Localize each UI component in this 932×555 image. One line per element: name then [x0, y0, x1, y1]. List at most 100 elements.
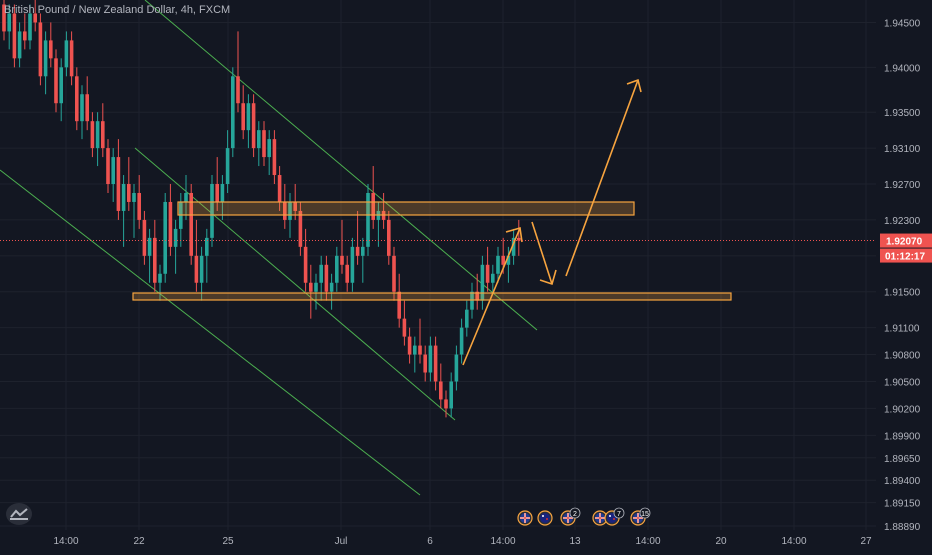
- time-axis[interactable]: 14:00 22 25 Jul 6 14:00 13 14:00 20 14:00 27: [0, 530, 932, 550]
- candle[interactable]: [387, 210, 391, 265]
- candle[interactable]: [121, 175, 126, 247]
- candle[interactable]: [423, 345, 427, 382]
- candle[interactable]: [90, 112, 95, 158]
- candle[interactable]: [54, 49, 58, 113]
- candle[interactable]: [371, 166, 375, 229]
- uk-flag-icon[interactable]: [517, 510, 533, 526]
- candle[interactable]: [12, 4, 17, 68]
- candle[interactable]: [433, 336, 438, 391]
- channel-line-upper[interactable]: [144, 0, 538, 331]
- candle[interactable]: [428, 336, 433, 382]
- candle[interactable]: [28, 4, 32, 50]
- candle[interactable]: [298, 201, 303, 256]
- candle[interactable]: [262, 121, 266, 167]
- candle[interactable]: [33, 0, 37, 32]
- projection-arrows[interactable]: [462, 78, 642, 366]
- candle[interactable]: [475, 273, 479, 310]
- candle[interactable]: [283, 184, 287, 229]
- nz-flag-icon[interactable]: 7: [604, 507, 625, 526]
- price-axis[interactable]: 1.94500 1.94000 1.93500 1.93100 1.92700 1.923…: [876, 0, 932, 533]
- candle[interactable]: [17, 22, 22, 68]
- candle[interactable]: [511, 228, 516, 265]
- candles[interactable]: [2, 0, 521, 418]
- candle[interactable]: [80, 85, 84, 140]
- candle[interactable]: [413, 336, 417, 373]
- uk-flag-icon[interactable]: 2: [560, 507, 581, 526]
- channel-line-outer[interactable]: [0, 169, 421, 496]
- candle[interactable]: [241, 85, 245, 140]
- candle[interactable]: [205, 228, 209, 283]
- candle[interactable]: [402, 300, 407, 346]
- candle[interactable]: [95, 112, 100, 167]
- candle[interactable]: [38, 13, 43, 86]
- candle[interactable]: [465, 300, 469, 337]
- uk-flag-icon[interactable]: 15: [630, 507, 651, 526]
- candle[interactable]: [106, 139, 110, 193]
- candle[interactable]: [272, 130, 277, 185]
- candle[interactable]: [2, 0, 6, 41]
- candle[interactable]: [314, 273, 318, 310]
- candle[interactable]: [64, 31, 69, 77]
- candle[interactable]: [496, 246, 500, 283]
- candle[interactable]: [345, 255, 349, 292]
- arrow-leg-breakout[interactable]: [565, 79, 639, 277]
- candle[interactable]: [23, 13, 27, 50]
- candle[interactable]: [184, 175, 188, 220]
- trend-channel[interactable]: [0, 0, 538, 496]
- candle[interactable]: [480, 255, 485, 310]
- candle[interactable]: [137, 175, 141, 229]
- candle[interactable]: [147, 228, 152, 283]
- economic-events[interactable]: 2 7 15: [517, 507, 651, 526]
- candle[interactable]: [506, 246, 511, 283]
- candle[interactable]: [158, 264, 162, 301]
- support-zone[interactable]: [132, 292, 732, 301]
- zones[interactable]: [132, 201, 732, 301]
- candle[interactable]: [470, 282, 474, 319]
- candle[interactable]: [350, 237, 355, 292]
- candle[interactable]: [127, 157, 131, 211]
- candle[interactable]: [111, 148, 115, 202]
- candle[interactable]: [257, 121, 261, 167]
- candle[interactable]: [220, 175, 225, 220]
- candle[interactable]: [85, 76, 89, 131]
- candle[interactable]: [75, 67, 79, 131]
- candle[interactable]: [361, 237, 365, 283]
- arrow-leg-up[interactable]: [462, 227, 521, 366]
- candle[interactable]: [439, 363, 443, 409]
- candle[interactable]: [194, 219, 199, 292]
- channel-line-middle[interactable]: [134, 147, 456, 421]
- tradingview-logo-icon[interactable]: [6, 503, 32, 525]
- candle[interactable]: [225, 130, 230, 193]
- candle[interactable]: [173, 219, 178, 274]
- candle[interactable]: [407, 327, 412, 364]
- candle[interactable]: [277, 166, 282, 211]
- candle[interactable]: [444, 390, 448, 418]
- candle[interactable]: [142, 210, 147, 265]
- candle[interactable]: [335, 246, 339, 292]
- candle[interactable]: [449, 372, 453, 418]
- candle[interactable]: [366, 184, 370, 256]
- candle[interactable]: [116, 139, 121, 220]
- candle[interactable]: [153, 219, 157, 292]
- nz-flag-icon[interactable]: [537, 510, 553, 526]
- candle[interactable]: [7, 4, 11, 50]
- candle[interactable]: [418, 318, 422, 364]
- candle[interactable]: [355, 210, 360, 265]
- candle[interactable]: [340, 219, 344, 274]
- candle[interactable]: [199, 246, 204, 301]
- candle[interactable]: [517, 219, 521, 256]
- candle[interactable]: [59, 58, 63, 122]
- candle[interactable]: [49, 22, 53, 68]
- candle[interactable]: [309, 264, 313, 319]
- candle[interactable]: [267, 130, 271, 176]
- candle[interactable]: [189, 184, 193, 265]
- candle[interactable]: [163, 192, 167, 283]
- resistance-zone[interactable]: [177, 201, 635, 216]
- candle[interactable]: [459, 318, 464, 364]
- candle[interactable]: [303, 228, 308, 292]
- candle[interactable]: [168, 184, 173, 256]
- candle[interactable]: [101, 103, 105, 158]
- candle[interactable]: [329, 273, 334, 310]
